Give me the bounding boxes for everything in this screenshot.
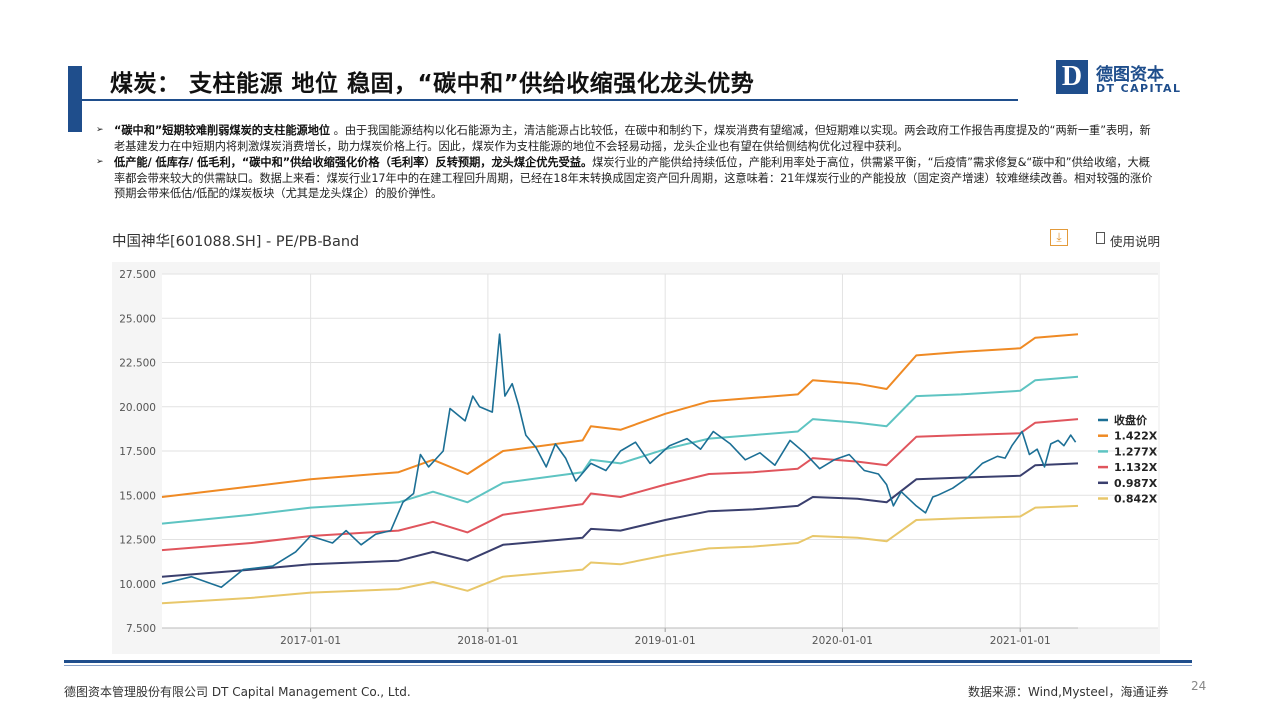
pe-pb-band-chart: 7.500 10.000 12.500 15.000 17.500 20.000 22.50… xyxy=(112,262,1160,654)
y-tick-label: 7.500 xyxy=(126,623,156,635)
x-tick-label: 2021-01-01 xyxy=(990,635,1051,647)
page-title: 煤炭： 支柱能源 地位 稳固，“碳中和”供给收缩强化龙头优势 xyxy=(110,71,755,97)
x-tick-label: 2019-01-01 xyxy=(635,635,696,647)
bullet-item: ➢ 低产能/ 低库存/ 低毛利，“碳中和”供给收缩强化价格（毛利率）反转预期，龙… xyxy=(96,155,1156,202)
footer-divider-thin xyxy=(64,665,1192,666)
logo-text-cn: 德图资本 xyxy=(1096,65,1164,85)
download-icon[interactable]: ⤓ xyxy=(1050,229,1068,246)
x-tick-label: 2020-01-01 xyxy=(812,635,873,647)
x-tick-label: 2017-01-01 xyxy=(280,635,341,647)
chart-title: 中国神华[601088.SH] - PE/PB-Band xyxy=(112,234,360,250)
usage-guide-link[interactable]: 使用说明 xyxy=(1110,234,1161,249)
y-tick-label: 27.500 xyxy=(119,269,156,281)
company-logo: D 德图资本 DT CAPITAL xyxy=(1056,60,1196,100)
series-line-收盘价 xyxy=(161,333,1077,589)
legend-label: 1.277X xyxy=(1114,445,1158,458)
bullet-arrow-icon: ➢ xyxy=(96,125,104,135)
footer-company: 德图资本管理股份有限公司 DT Capital Management Co., … xyxy=(64,685,411,699)
bullet-item: ➢ “碳中和”短期较难削弱煤炭的支柱能源地位 。由于我国能源结构以化石能源为主，… xyxy=(96,123,1156,154)
logo-text-en: DT CAPITAL xyxy=(1096,82,1182,95)
title-divider xyxy=(82,99,1018,101)
bullet-body: 。由于我国能源结构以化石能源为主，清洁能源占比较低，在碳中和制约下，煤炭消费有望… xyxy=(114,124,1151,153)
legend-label: 收盘价 xyxy=(1114,413,1148,427)
bullet-body: 煤炭行业的产能供给持续低位，产能利用率处于高位，供需紧平衡，“后疫情”需求修复&… xyxy=(114,156,1153,200)
footer-source: 数据来源：Wind,Mysteel，海通证券 xyxy=(968,685,1169,699)
series-line-1.277X xyxy=(161,375,1079,525)
x-tick-label: 2018-01-01 xyxy=(457,635,518,647)
series-line-0.842X xyxy=(161,504,1079,605)
series-line-1.132X xyxy=(161,418,1079,552)
y-tick-label: 20.000 xyxy=(119,402,156,414)
legend-label: 1.132X xyxy=(1114,461,1158,474)
footer-divider xyxy=(64,660,1192,663)
series-line-0.987X xyxy=(161,462,1079,578)
legend-label: 1.422X xyxy=(1114,430,1158,443)
series-line-1.422X xyxy=(161,333,1079,498)
bullet-heading: “碳中和”短期较难削弱煤炭的支柱能源地位 xyxy=(114,124,331,137)
y-tick-label: 17.500 xyxy=(119,446,156,458)
y-tick-label: 15.000 xyxy=(119,490,156,502)
y-tick-label: 12.500 xyxy=(119,535,156,547)
page-number: 24 xyxy=(1191,679,1207,693)
legend-label: 0.842X xyxy=(1114,493,1158,506)
y-tick-label: 25.000 xyxy=(119,313,156,325)
y-tick-label: 10.000 xyxy=(119,579,156,591)
logo-mark: D xyxy=(1056,60,1088,94)
y-tick-label: 22.500 xyxy=(119,358,156,370)
bullet-arrow-icon: ➢ xyxy=(96,157,104,167)
bullet-heading: 低产能/ 低库存/ 低毛利，“碳中和”供给收缩强化价格（毛利率）反转预期，龙头煤… xyxy=(114,156,593,169)
bullet-list: ➢ “碳中和”短期较难削弱煤炭的支柱能源地位 。由于我国能源结构以化石能源为主，… xyxy=(96,123,1156,203)
legend-label: 0.987X xyxy=(1114,477,1158,490)
document-icon[interactable] xyxy=(1096,232,1105,244)
title-accent-bar xyxy=(68,66,82,132)
